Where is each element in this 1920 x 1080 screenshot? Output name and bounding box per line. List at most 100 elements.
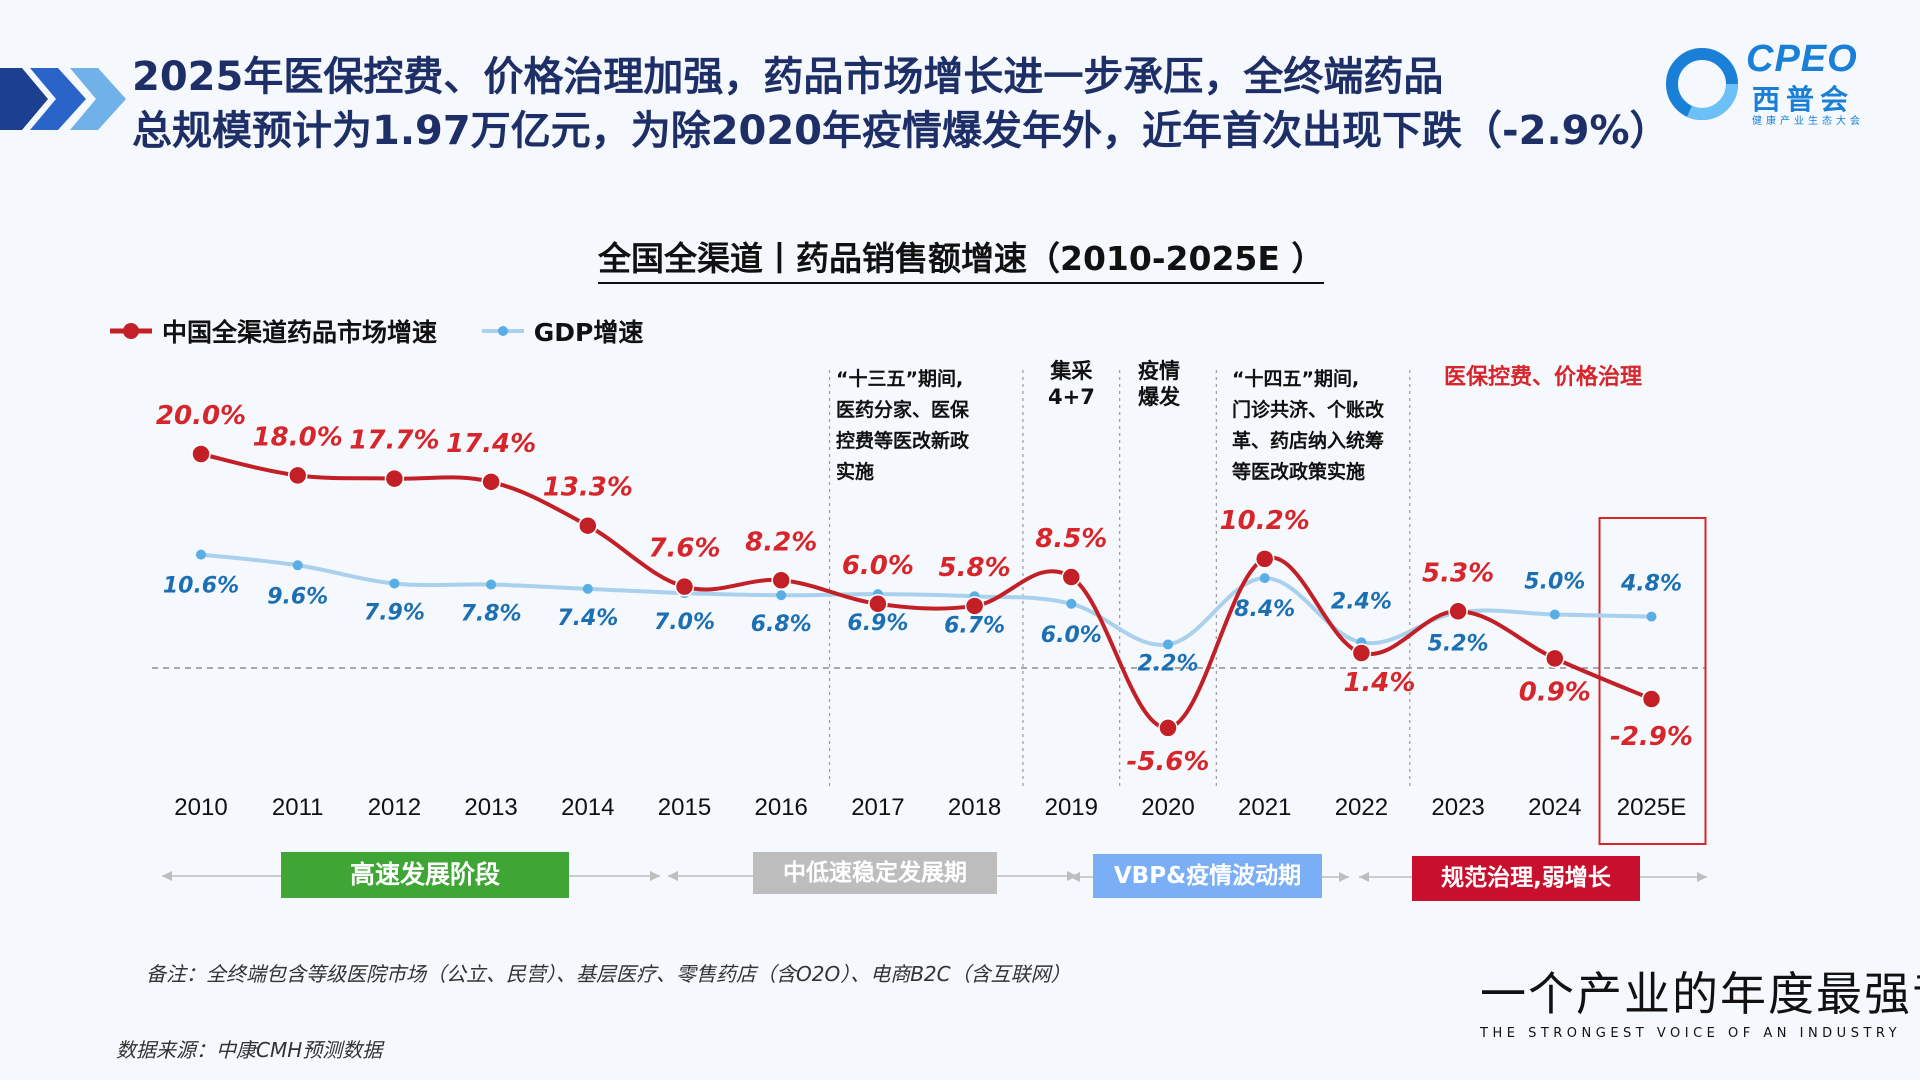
market-label-2021: 10.2% (1220, 506, 1310, 536)
phase-arrow-left-head (1359, 872, 1369, 882)
phase-arrow-right-head (650, 871, 660, 881)
logo-cn: 西普会 (1752, 83, 1855, 116)
market-point-2010 (191, 444, 211, 464)
highlight-2025e-box (1598, 517, 1707, 845)
gdp-label-2015: 7.0% (654, 610, 715, 635)
x-tick-2015: 2015 (658, 794, 711, 821)
gdp-point-2012 (389, 578, 400, 589)
gdp-label-2025E: 4.8% (1620, 572, 1682, 597)
gdp-point-2010 (196, 549, 206, 560)
phase-arrow-left-head (162, 871, 172, 881)
legend: 中国全渠道药品市场增速 GDP增速 (108, 313, 677, 349)
annot-line: 集采 (1050, 359, 1093, 383)
legend-item-gdp: GDP增速 (480, 313, 644, 349)
market-point-2017 (868, 594, 888, 614)
annot-line: “十三五”期间, (836, 368, 964, 390)
gdp-point-2021 (1259, 573, 1270, 584)
logo-brand: CPEO (1746, 38, 1858, 80)
annot-line: 革、药店纳入统筹 (1232, 430, 1385, 452)
gdp-label-2018: 6.7% (944, 613, 1005, 638)
market-label-2010: 20.0% (156, 401, 246, 431)
phase-stable: 中低速稳定发展期 (753, 852, 997, 894)
phase-arrow-left-head (1070, 872, 1080, 882)
phase-high-growth: 高速发展阶段 (281, 852, 569, 898)
x-tick-2019: 2019 (1045, 794, 1098, 821)
phase-regulation: 规范治理,弱增长 (1412, 856, 1640, 901)
phase-arrow-right-head (1697, 872, 1707, 882)
x-tick-2014: 2014 (561, 794, 614, 821)
x-tick-2012: 2012 (368, 794, 421, 821)
slogan-en: THE STRONGEST VOICE OF AN INDUSTRY (1480, 1026, 1902, 1041)
market-label-2014: 13.3% (543, 473, 633, 503)
x-tick-2016: 2016 (755, 794, 808, 821)
market-point-2020 (1158, 718, 1178, 738)
gdp-point-2013 (486, 579, 497, 590)
market-label-2018: 5.8% (939, 553, 1011, 583)
gdp-label-2020: 2.2% (1137, 651, 1198, 676)
annot-line: 爆发 (1138, 385, 1180, 409)
annot-line: “十四五”期间, (1232, 368, 1360, 390)
cpeo-ring-icon (1666, 48, 1738, 120)
market-point-2016 (771, 570, 791, 591)
data-source: 数据来源：中康CMH预测数据 (116, 1038, 383, 1062)
market-point-2013 (481, 472, 501, 492)
market-label-2020: -5.6% (1127, 747, 1210, 777)
footnote: 备注：全终端包含等级医院市场（公立、民营）、基层医疗、零售药店（含O2O）、电商… (146, 962, 1071, 986)
market-label-2025E: -2.9% (1610, 722, 1693, 752)
x-tick-2017: 2017 (851, 794, 904, 821)
x-tick-2021: 2021 (1238, 794, 1291, 821)
legend-red-line-icon (110, 323, 152, 339)
gdp-label-2023: 5.2% (1428, 631, 1489, 656)
market-growth-line (200, 452, 1653, 730)
gdp-point-2016 (776, 590, 787, 601)
gdp-label-2017: 6.9% (847, 611, 908, 636)
gdp-label-2012: 7.9% (364, 600, 425, 625)
legend-blue-line-icon (481, 326, 524, 336)
gdp-label-2014: 7.4% (557, 606, 618, 631)
annot-line: 控费等医改新政 (836, 430, 970, 452)
market-point-2018 (964, 596, 985, 616)
x-tick-2023: 2023 (1431, 794, 1484, 821)
x-tick-2024: 2024 (1528, 794, 1581, 821)
annotation-14th-five-year: “十四五”期间, 门诊共济、个账改 革、药店纳入统筹 等医改政策实施 (1232, 364, 1384, 488)
annot-line: 实施 (836, 461, 875, 483)
annot-line: 疫情 (1138, 359, 1180, 383)
market-label-2013: 17.4% (446, 429, 536, 459)
headline-line-1: 2025年医保控费、价格治理加强，药品市场增长进一步承压，全终端药品 (132, 54, 1444, 100)
gdp-label-2016: 6.8% (751, 612, 812, 637)
gdp-point-2025E (1646, 611, 1657, 622)
header-chevrons-icon (0, 68, 126, 130)
gdp-point-2020 (1163, 639, 1173, 650)
market-point-2021 (1254, 549, 1275, 569)
slogan-cn: 一个产业的年度最强音 (1480, 967, 1920, 1021)
slogan: 一个产业的年度最强音 THE STRONGEST VOICE OF AN IND… (1480, 958, 1920, 1041)
headline: 2025年医保控费、价格治理加强，药品市场增长进一步承压，全终端药品 总规模预计… (132, 50, 1732, 158)
gdp-label-2022: 2.4% (1331, 589, 1392, 614)
market-label-2015: 7.6% (648, 534, 720, 564)
market-point-2023 (1448, 601, 1468, 622)
legend-label-gdp: GDP增速 (533, 318, 644, 347)
market-point-2014 (578, 515, 598, 536)
gdp-growth-line (200, 552, 1652, 647)
market-point-2025E (1641, 689, 1662, 709)
chart-title: 全国全渠道丨药品销售额增速（2010-2025E ） (598, 232, 1325, 284)
market-label-2012: 17.7% (349, 426, 439, 456)
market-label-2022: 1.4% (1343, 668, 1415, 698)
annotation-vbp: 集采 4+7 (1048, 358, 1095, 410)
gdp-label-2021: 8.4% (1234, 597, 1295, 622)
market-label-2024: 0.9% (1519, 677, 1591, 707)
market-point-2012 (384, 468, 405, 489)
cpeo-logo: CPEO 西普会 健康产业生态大会 (1660, 38, 1900, 132)
gdp-label-2024: 5.0% (1524, 570, 1585, 595)
phase-vbp-pandemic: VBP&疫情波动期 (1093, 854, 1322, 898)
market-label-2023: 5.3% (1422, 558, 1494, 588)
market-label-2011: 18.0% (253, 422, 343, 452)
gdp-label-2019: 6.0% (1041, 623, 1102, 648)
market-point-2024 (1545, 648, 1565, 669)
market-point-2022 (1351, 643, 1372, 663)
market-label-2019: 8.5% (1035, 524, 1107, 554)
x-tick-2025E: 2025E (1617, 794, 1686, 821)
gdp-point-2014 (582, 583, 593, 594)
annotation-price-governance: 医保控费、价格治理 (1444, 362, 1642, 393)
